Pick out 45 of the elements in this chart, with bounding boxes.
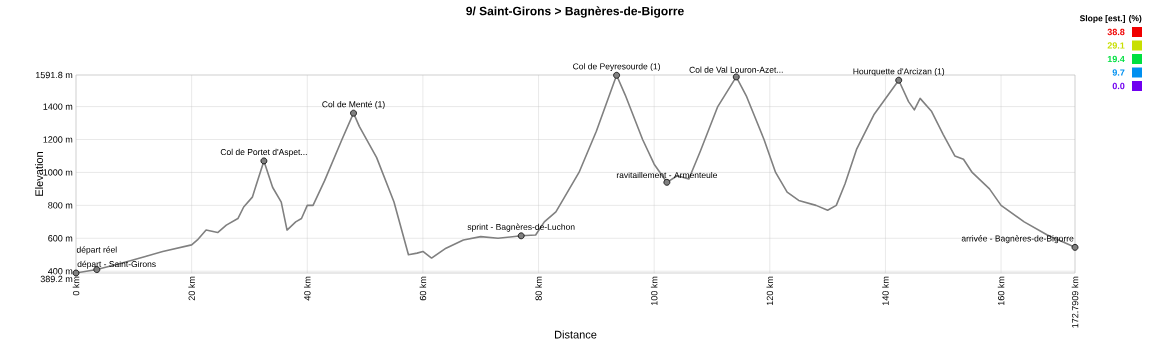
annotation: départ - Saint-Girons	[77, 260, 156, 269]
color-bar-title: Slope [est.] (%)	[1079, 15, 1142, 23]
x-tick-label: 80 km	[535, 276, 542, 301]
x-tick-label: 100 km	[650, 276, 658, 306]
y-axis-title: Elevation	[35, 152, 44, 196]
point	[517, 232, 525, 240]
chart-title: 9/ Saint-Girons > Bagnères-de-Bigorre	[466, 6, 684, 18]
annotation: départ réel	[76, 246, 117, 255]
x-tick-label: 140 km	[882, 276, 889, 306]
x-tick-label: 160 km	[997, 276, 1005, 306]
x-tick-label: 40 km	[303, 276, 311, 301]
y-tick-label: 1200 m	[43, 136, 73, 143]
y-tick-label: 800 m	[48, 202, 73, 209]
annotation: sprint - Bagnères-de-Luchon	[467, 223, 575, 232]
x-tick-label: 120 km	[766, 276, 774, 306]
annotation: Hourquette d'Arcizan (1)	[853, 68, 945, 77]
color-bar-label: 9.7	[1112, 69, 1125, 76]
x-axis-title: Distance	[555, 330, 597, 339]
annotation: ravitaillement - Armenteule	[616, 171, 718, 179]
x-tick-label: 0 km	[72, 276, 80, 296]
y-tick-label: 600 m	[48, 235, 73, 242]
annotation: Col de Val Louron-Azet...	[689, 66, 783, 73]
annotation: Col de Menté (1)	[322, 100, 385, 109]
y-tick-label: 400 m	[47, 268, 73, 275]
color-bar-label: 29.1	[1107, 42, 1125, 49]
y-tick-label: 389.2 m	[40, 275, 73, 283]
point	[613, 71, 620, 79]
point	[895, 76, 903, 84]
point	[1071, 243, 1079, 251]
point	[260, 157, 268, 165]
color-bar-label: 19.4	[1107, 55, 1125, 63]
y-tick-label: 1400 m	[43, 103, 73, 110]
annotation: Col de Portet d'Aspet...	[220, 148, 307, 157]
annotation: arrivée - Bagnères-de-Bigorre	[961, 235, 1074, 244]
x-tick-label: 172.7909 km	[1071, 276, 1079, 328]
color-bar-label: 38.8	[1107, 28, 1125, 36]
point	[663, 178, 671, 186]
x-tick-label: 20 km	[188, 276, 195, 301]
annotation: Col de Peyresourde (1)	[573, 63, 660, 72]
point	[350, 109, 357, 117]
point	[732, 73, 740, 81]
x-tick-label: 60 km	[419, 276, 427, 301]
y-tick-label: 1591.8 m	[35, 71, 73, 79]
y-tick-label: 1000 m	[43, 169, 73, 176]
color-bar-label: 0.0	[1112, 82, 1125, 90]
